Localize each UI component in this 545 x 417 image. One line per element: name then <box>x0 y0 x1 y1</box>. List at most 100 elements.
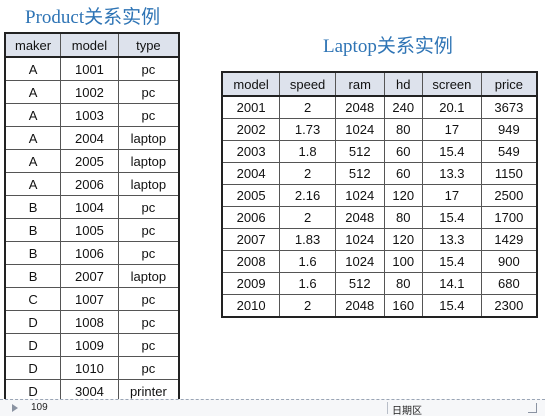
laptop-cell-screen: 17 <box>422 118 482 141</box>
laptop-cell-hd: 80 <box>383 272 424 295</box>
laptop-cell-ram: 1024 <box>334 184 385 207</box>
laptop-cell-price: 2500 <box>480 184 538 207</box>
laptop-cell-hd: 100 <box>383 250 424 273</box>
laptop-cell-model: 2001 <box>221 95 281 119</box>
laptop-cell-screen: 15.4 <box>422 250 482 273</box>
product-cell-model: 1002 <box>60 80 119 104</box>
laptop-cell-ram: 512 <box>334 272 385 295</box>
product-cell-maker: B <box>4 241 62 265</box>
laptop-cell-price: 1150 <box>480 162 538 185</box>
product-cell-type: pc <box>117 241 180 265</box>
laptop-col-header: ram <box>334 71 385 97</box>
laptop-cell-screen: 14.1 <box>422 272 482 295</box>
play-icon[interactable] <box>12 404 18 412</box>
product-title: Product关系实例 <box>25 7 161 28</box>
table-row: A 1002 pc <box>4 80 180 104</box>
table-row: A 1003 pc <box>4 103 180 127</box>
product-cell-type: pc <box>117 333 180 357</box>
laptop-cell-ram: 2048 <box>334 294 385 318</box>
table-row: 2002 1.73 1024 80 17 949 <box>221 118 538 141</box>
table-row: B 2007 laptop <box>4 264 180 288</box>
laptop-cell-ram: 1024 <box>334 228 385 251</box>
product-cell-type: pc <box>117 356 180 380</box>
laptop-cell-hd: 120 <box>383 228 424 251</box>
laptop-cell-ram: 512 <box>334 162 385 185</box>
product-cell-model: 2004 <box>60 126 119 150</box>
product-cell-type: pc <box>117 56 180 81</box>
table-row: 2006 2 2048 80 15.4 1700 <box>221 206 538 229</box>
product-cell-model: 1008 <box>60 310 119 334</box>
laptop-cell-screen: 13.3 <box>422 228 482 251</box>
laptop-cell-screen: 13.3 <box>422 162 482 185</box>
laptop-cell-model: 2003 <box>221 140 281 163</box>
laptop-cell-model: 2008 <box>221 250 281 273</box>
laptop-cell-speed: 1.6 <box>279 272 336 295</box>
table-row: 2001 2 2048 240 20.1 3673 <box>221 95 538 119</box>
product-cell-type: laptop <box>117 126 180 150</box>
table-row: 2005 2.16 1024 120 17 2500 <box>221 184 538 207</box>
laptop-cell-speed: 1.83 <box>279 228 336 251</box>
laptop-cell-screen: 15.4 <box>422 294 482 318</box>
table-row: D 1009 pc <box>4 333 180 357</box>
laptop-cell-model: 2006 <box>221 206 281 229</box>
product-cell-model: 2005 <box>60 149 119 173</box>
laptop-cell-hd: 80 <box>383 118 424 141</box>
table-row: 2004 2 512 60 13.3 1150 <box>221 162 538 185</box>
laptop-title: Laptop关系实例 <box>323 36 453 57</box>
product-body: A 1001 pc A 1002 pc A 1003 pc A 2004 laptop A 2005 lap… <box>4 56 180 404</box>
product-col-header: model <box>60 32 119 58</box>
product-cell-maker: B <box>4 218 62 242</box>
footer-divider <box>387 402 388 414</box>
product-cell-type: pc <box>117 195 180 219</box>
table-row: A 1001 pc <box>4 56 180 81</box>
laptop-col-header: speed <box>279 71 336 97</box>
laptop-body: 2001 2 2048 240 20.1 3673 2002 1.73 1024 80 17 949 2… <box>221 95 538 318</box>
laptop-cell-speed: 2 <box>279 294 336 318</box>
laptop-cell-hd: 160 <box>383 294 424 318</box>
product-cell-type: pc <box>117 103 180 127</box>
product-cell-type: pc <box>117 310 180 334</box>
laptop-cell-speed: 2 <box>279 206 336 229</box>
laptop-cell-speed: 2.16 <box>279 184 336 207</box>
table-row: A 2005 laptop <box>4 149 180 173</box>
laptop-cell-ram: 2048 <box>334 206 385 229</box>
laptop-col-header: price <box>480 71 538 97</box>
table-row: B 1004 pc <box>4 195 180 219</box>
laptop-cell-price: 3673 <box>480 95 538 119</box>
laptop-cell-screen: 15.4 <box>422 206 482 229</box>
table-row: 2009 1.6 512 80 14.1 680 <box>221 272 538 295</box>
product-cell-maker: B <box>4 264 62 288</box>
laptop-table: model speed ram hd screen price 2001 2 2048 240 2… <box>221 71 538 318</box>
product-cell-model: 2006 <box>60 172 119 196</box>
laptop-cell-hd: 80 <box>383 206 424 229</box>
product-table: maker model type A 1001 pc A 1002 pc A 1003 pc A 200… <box>4 32 180 404</box>
table-row: D 1008 pc <box>4 310 180 334</box>
table-row: 2010 2 2048 160 15.4 2300 <box>221 294 538 318</box>
laptop-cell-price: 1700 <box>480 206 538 229</box>
laptop-cell-screen: 15.4 <box>422 140 482 163</box>
product-cell-maker: D <box>4 333 62 357</box>
product-cell-model: 1010 <box>60 356 119 380</box>
product-cell-maker: A <box>4 149 62 173</box>
laptop-cell-speed: 1.8 <box>279 140 336 163</box>
laptop-cell-model: 2009 <box>221 272 281 295</box>
laptop-cell-price: 549 <box>480 140 538 163</box>
product-cell-maker: D <box>4 310 62 334</box>
laptop-cell-ram: 1024 <box>334 118 385 141</box>
laptop-cell-screen: 20.1 <box>422 95 482 119</box>
laptop-cell-hd: 60 <box>383 140 424 163</box>
corner-icon <box>528 403 537 413</box>
product-cell-maker: A <box>4 126 62 150</box>
product-cell-type: pc <box>117 218 180 242</box>
table-row: 2008 1.6 1024 100 15.4 900 <box>221 250 538 273</box>
laptop-cell-speed: 1.6 <box>279 250 336 273</box>
product-cell-model: 1004 <box>60 195 119 219</box>
laptop-cell-ram: 1024 <box>334 250 385 273</box>
date-area: 日期区 <box>392 406 422 417</box>
page-number: 109 <box>31 402 48 413</box>
laptop-cell-model: 2005 <box>221 184 281 207</box>
product-cell-type: laptop <box>117 172 180 196</box>
product-cell-maker: A <box>4 103 62 127</box>
table-row: 2007 1.83 1024 120 13.3 1429 <box>221 228 538 251</box>
laptop-col-header: model <box>221 71 281 97</box>
